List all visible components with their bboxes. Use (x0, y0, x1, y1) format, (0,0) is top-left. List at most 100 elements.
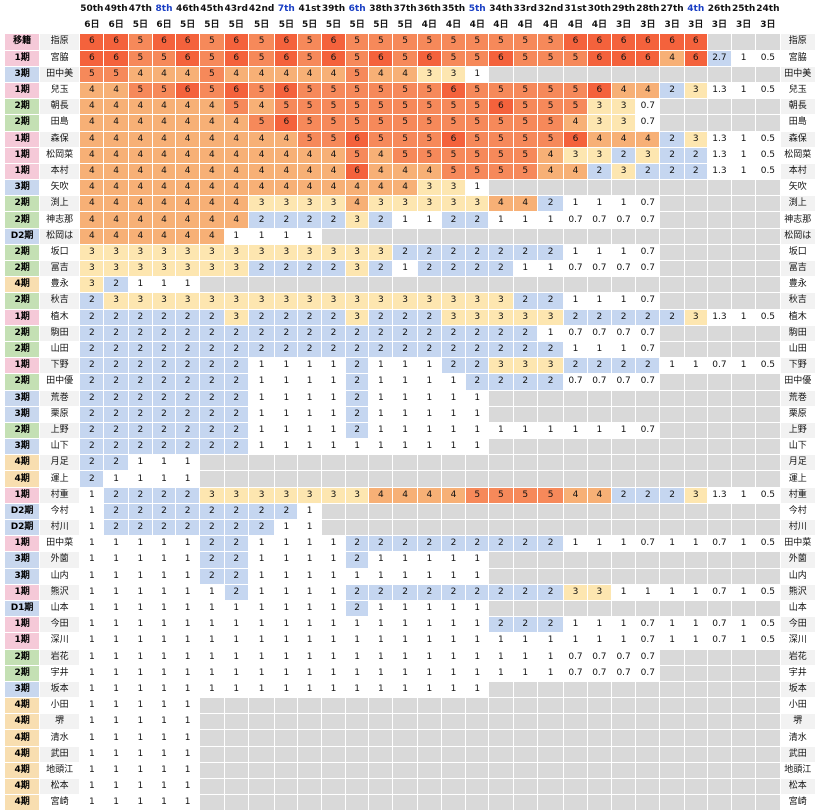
value-cell: 4 (79, 195, 105, 213)
value-cell: 5 (345, 33, 370, 51)
value-cell: 1 (392, 599, 418, 618)
value-cell: 5 (465, 81, 490, 100)
day-header: 5日 (320, 17, 347, 35)
value-cell: 1 (465, 438, 490, 456)
value-cell (755, 292, 781, 310)
value-cell: 5 (440, 49, 467, 67)
value-cell (610, 745, 637, 763)
value-cell: 1 (731, 308, 757, 326)
value-cell (731, 761, 757, 780)
value-cell (755, 114, 781, 132)
value-cell (223, 697, 249, 715)
value-cell (465, 729, 490, 747)
value-cell: 2 (320, 308, 347, 326)
value-cell: 2 (465, 243, 490, 262)
value-cell: 1 (103, 535, 129, 553)
value-cell: 6 (345, 162, 370, 181)
value-cell: 2 (488, 259, 514, 278)
generation-badge: 2期 (3, 421, 41, 440)
value-cell: 6 (274, 33, 299, 51)
value-cell: 0.5 (755, 130, 781, 148)
value-cell: 5 (465, 98, 490, 116)
value-cell: 1 (416, 438, 442, 456)
value-cell: 4 (103, 114, 129, 132)
round-header: 27th (659, 0, 685, 19)
value-cell (731, 276, 757, 294)
value-cell (465, 518, 490, 537)
value-cell: 1 (392, 211, 418, 229)
value-cell: 1 (731, 357, 757, 375)
member-row: 2期 冨吉 3 3 3 3 3 3 3 2 2 2 2 3 2 1 2 2 2 2 1 1 0.7 0.7 0.7 0.7 冨吉 (3, 259, 816, 278)
value-cell: 2 (223, 421, 249, 440)
value-cell (392, 713, 418, 731)
member-row: 1期 本村 4 4 4 4 4 4 4 4 4 4 4 6 4 4 4 5 5 5 5 4 4 2 3 2 2 2 1.3 1 0.5 本村 (3, 162, 816, 181)
value-cell (755, 438, 781, 456)
value-cell: 1 (103, 583, 129, 601)
value-cell (659, 518, 685, 537)
value-cell: 4 (151, 179, 177, 197)
value-cell: 1 (512, 259, 538, 278)
value-cell: 1 (151, 745, 177, 763)
member-row: 1期 宮脇 6 6 5 5 6 5 6 5 6 5 6 5 6 5 6 5 5 6 5 5 5 6 6 6 4 6 2.7 1 0.5 宮脇 (3, 49, 816, 67)
value-cell: 4 (103, 98, 129, 116)
value-cell (199, 697, 225, 715)
value-cell (755, 664, 781, 682)
value-cell: 2 (488, 616, 514, 634)
value-cell (755, 227, 781, 245)
member-row: 3期 坂本 1 1 1 1 1 1 1 1 1 1 1 1 1 1 1 1 1 坂本 (3, 680, 816, 699)
value-cell: 5 (392, 98, 418, 116)
value-cell (610, 729, 637, 747)
value-cell: 4 (223, 162, 249, 181)
value-cell: 2 (320, 211, 347, 229)
value-cell: 5 (127, 81, 153, 100)
value-cell: 1 (127, 454, 153, 472)
value-cell: 2 (247, 259, 276, 278)
value-cell: 1 (274, 535, 299, 553)
value-cell: 2 (488, 583, 514, 601)
generation-badge: D2期 (3, 518, 41, 537)
value-cell: 1 (175, 276, 201, 294)
value-cell (345, 761, 370, 780)
value-cell: 0.7 (635, 195, 661, 213)
generation-badge: 2期 (3, 114, 41, 132)
member-name-right: 松岡菜 (779, 146, 816, 164)
value-cell: 4 (247, 130, 276, 148)
value-cell (488, 599, 514, 618)
value-cell: 1 (127, 599, 153, 618)
value-cell: 6 (586, 49, 612, 67)
value-cell (659, 276, 685, 294)
value-cell: 1 (247, 389, 276, 407)
value-cell: 1 (610, 616, 637, 634)
value-cell (465, 276, 490, 294)
value-cell (731, 243, 757, 262)
round-header: 49th (103, 0, 129, 19)
generation-badge: 1期 (3, 616, 41, 634)
member-name-right: 下野 (779, 357, 816, 375)
value-cell (635, 405, 661, 423)
generation-badge: 1期 (3, 308, 41, 326)
value-cell: 3 (199, 486, 225, 504)
member-row: 4期 地頭江 1 1 1 1 1 地頭江 (3, 761, 816, 780)
value-cell: 5 (103, 65, 129, 83)
value-cell (610, 518, 637, 537)
value-cell: 1 (416, 599, 442, 618)
day-header: 4日 (440, 17, 467, 35)
value-cell: 5 (345, 146, 370, 164)
value-cell (536, 777, 565, 796)
value-cell (755, 518, 781, 537)
value-cell: 2 (536, 583, 565, 601)
value-cell (223, 276, 249, 294)
value-cell: 1 (274, 567, 299, 585)
header-blank (3, 0, 41, 19)
value-cell: 2 (247, 211, 276, 229)
value-cell: 5 (488, 486, 514, 504)
value-cell: 2 (175, 486, 201, 504)
value-cell: 1 (151, 616, 177, 634)
value-cell: 5 (512, 33, 538, 51)
value-cell: 2 (659, 486, 685, 504)
value-cell: 4 (223, 130, 249, 148)
generation-badge: 2期 (3, 648, 41, 666)
value-cell: 1 (127, 729, 153, 747)
value-cell (440, 276, 467, 294)
value-cell: 1 (151, 664, 177, 682)
